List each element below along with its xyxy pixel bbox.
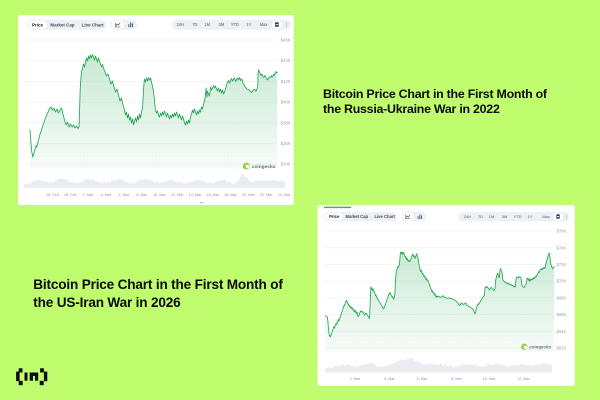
svg-text:26. Feb: 26. Feb [46, 193, 59, 197]
svg-text:Market Cap: Market Cap [50, 22, 75, 27]
svg-text:24H: 24H [176, 22, 184, 27]
svg-text:8. Mar: 8. Mar [451, 377, 462, 381]
svg-text:Max: Max [542, 214, 550, 219]
svg-text:20. Mar: 20. Mar [242, 193, 255, 197]
svg-text:4. Mar: 4. Mar [101, 193, 112, 197]
svg-text:$42K: $42K [281, 79, 291, 84]
svg-text:$62K: $62K [557, 346, 567, 351]
svg-text:$70K: $70K [557, 279, 567, 284]
svg-text:28. Feb: 28. Feb [64, 193, 77, 197]
svg-text:18. Mar: 18. Mar [224, 193, 237, 197]
svg-text:Max: Max [260, 22, 268, 27]
svg-text:Price: Price [32, 22, 44, 27]
svg-text:24. Mar: 24. Mar [278, 193, 291, 197]
svg-text:$74K: $74K [557, 245, 567, 250]
svg-text:$68K: $68K [557, 295, 567, 300]
svg-text:Price: Price [329, 214, 340, 219]
svg-text:4. Mar: 4. Mar [384, 377, 395, 381]
svg-text:6. Mar: 6. Mar [417, 377, 428, 381]
svg-text:3M: 3M [219, 22, 225, 27]
svg-text:8. Mar: 8. Mar [136, 193, 147, 197]
svg-text:16. Mar: 16. Mar [207, 193, 220, 197]
svg-text:$38K: $38K [281, 120, 291, 125]
svg-text:1M: 1M [489, 214, 495, 219]
svg-text:3M: 3M [502, 214, 508, 219]
svg-text:$44K: $44K [281, 58, 291, 63]
svg-text:7D: 7D [192, 22, 197, 27]
svg-text:$72K: $72K [557, 262, 567, 267]
svg-text:12. Mar: 12. Mar [517, 377, 530, 381]
svg-text:$66K: $66K [557, 312, 567, 317]
svg-text:$34K: $34K [281, 162, 291, 167]
svg-text:Market Cap: Market Cap [346, 214, 369, 219]
svg-text:$64K: $64K [557, 329, 567, 334]
svg-text:coingecko: coingecko [529, 345, 551, 350]
svg-text:1Y: 1Y [246, 22, 251, 27]
svg-text:1M: 1M [204, 22, 210, 27]
svg-text:6. Mar: 6. Mar [119, 193, 130, 197]
svg-text:YTD: YTD [514, 214, 522, 219]
svg-text:YTD: YTD [231, 22, 239, 27]
svg-text:14. Mar: 14. Mar [189, 193, 202, 197]
svg-text:$36K: $36K [281, 141, 291, 146]
svg-text:24H: 24H [464, 214, 471, 219]
svg-text:12. Mar: 12. Mar [171, 193, 184, 197]
svg-text:$76K: $76K [557, 229, 567, 234]
svg-text:1Y: 1Y [528, 214, 533, 219]
svg-text:7D: 7D [478, 214, 483, 219]
svg-text:$40K: $40K [281, 100, 291, 105]
svg-text:2. Mar: 2. Mar [83, 193, 94, 197]
svg-text:$46K: $46K [281, 38, 291, 43]
svg-text:Live Chart: Live Chart [82, 22, 105, 27]
svg-text:Live Chart: Live Chart [374, 214, 395, 219]
svg-text:coingecko: coingecko [252, 164, 276, 170]
svg-text:10. Mar: 10. Mar [483, 377, 496, 381]
svg-text:22. Mar: 22. Mar [260, 193, 273, 197]
svg-text:2. Mar: 2. Mar [350, 377, 361, 381]
svg-text:10. Mar: 10. Mar [153, 193, 166, 197]
